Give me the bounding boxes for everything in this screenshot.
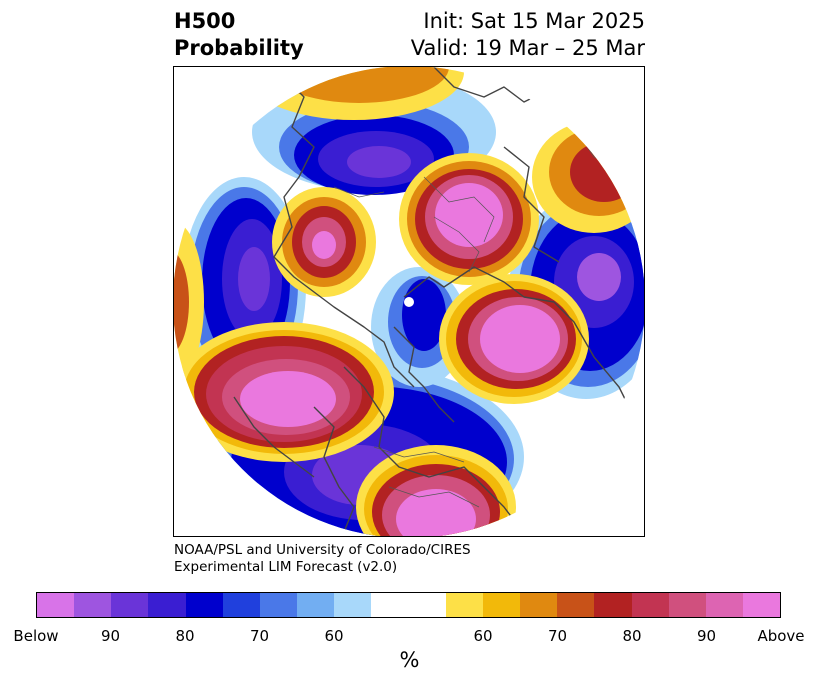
colorbar-tick-label: 60 [473, 627, 493, 645]
colorbar-cell [185, 593, 223, 617]
colorbar-cell [111, 593, 149, 617]
colorbar-cell [742, 593, 781, 617]
colorbar-cell [520, 593, 558, 617]
title-variable: H500 [174, 9, 236, 33]
coastlines [233, 67, 635, 533]
colorbar-cell [74, 593, 112, 617]
anomaly-above-north-america [174, 322, 394, 462]
colorbar-cell [668, 593, 706, 617]
colorbar-cell [334, 593, 372, 617]
anomaly-above-bering [439, 274, 589, 404]
colorbar-cell [631, 593, 669, 617]
anomaly-above-siberia [399, 153, 539, 285]
anomaly-below-north-europe [252, 72, 496, 195]
colorbar-tick-label: 80 [622, 627, 642, 645]
north-pole-marker [404, 297, 414, 307]
credit: NOAA/PSL and University of Colorado/CIRE… [174, 542, 471, 576]
colorbar-tick-label: Above [757, 627, 805, 645]
colorbar-tick-label: 80 [175, 627, 195, 645]
colorbar-cell [594, 593, 632, 617]
colorbar-ticks: Below 90 80 70 60 60 70 80 90 Above [0, 627, 819, 647]
credit-line-2: Experimental LIM Forecast (v2.0) [174, 559, 398, 575]
colorbar-cell [705, 593, 743, 617]
anomaly-above-europe [272, 187, 376, 297]
colorbar-cell [371, 593, 409, 617]
colorbar-tick-label: 70 [249, 627, 270, 645]
colorbar-cell [37, 593, 75, 617]
probability-map [174, 67, 644, 536]
init-date: Init: Sat 15 Mar 2025 [423, 9, 645, 33]
valid-dates: Valid: 19 Mar – 25 Mar [410, 36, 645, 60]
colorbar-tick-label: 60 [324, 627, 344, 645]
colorbar-tick-label: 90 [100, 627, 121, 645]
colorbar-unit: % [399, 648, 420, 672]
colorbar-cell [482, 593, 521, 617]
colorbar-cell [148, 593, 186, 617]
colorbar-cell [259, 593, 298, 617]
colorbar-cell [408, 593, 446, 617]
credit-line-1: NOAA/PSL and University of Colorado/CIRE… [174, 542, 471, 558]
colorbar-cell [557, 593, 595, 617]
colorbar-tick-label: 90 [696, 627, 717, 645]
colorbar-tick-label: Below [13, 627, 59, 645]
anomaly-above-west-pacific-edge [174, 222, 204, 382]
map-frame [173, 66, 645, 537]
colorbar-cell [222, 593, 260, 617]
title-product: Probability [174, 36, 304, 60]
colorbar-tick-label: 70 [547, 627, 568, 645]
title-right: Init: Sat 15 Mar 2025 Valid: 19 Mar – 25… [300, 8, 645, 62]
colorbar-cell [445, 593, 483, 617]
title-left: H500 Probability [174, 8, 304, 62]
colorbar [36, 592, 781, 618]
colorbar-cell [297, 593, 335, 617]
